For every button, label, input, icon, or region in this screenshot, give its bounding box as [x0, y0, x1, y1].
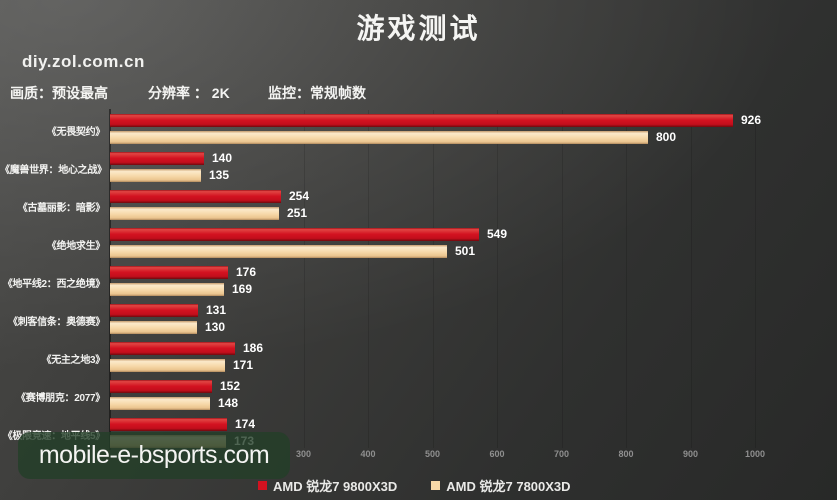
value-label: 254: [289, 189, 310, 203]
category-label: 《绝地求生》: [46, 241, 106, 252]
gridline-500: [432, 110, 434, 448]
x-tick-label: 300: [295, 449, 312, 459]
value-label: 171: [233, 358, 254, 372]
value-label: 800: [656, 130, 677, 144]
bar-9800x3d: [110, 190, 281, 203]
category-label: 《赛博朋克：2077》: [16, 393, 105, 404]
value-label: 251: [287, 206, 308, 220]
x-tick-label: 500: [424, 449, 441, 459]
value-label: 148: [218, 396, 239, 410]
bar-7800x3d: [110, 131, 648, 144]
bar-7800x3d: [110, 245, 447, 258]
bar-7800x3d: [110, 169, 201, 182]
legend-swatch-icon: [258, 481, 267, 490]
gridline-700: [561, 110, 563, 448]
legend-item: AMD 锐龙7 7800X3D: [431, 476, 571, 495]
category-label: 《刺客信条：奥德赛》: [8, 317, 105, 328]
value-label: 130: [205, 320, 226, 334]
bar-9800x3d: [110, 380, 212, 393]
legend-label: AMD 锐龙7 9800X3D: [273, 479, 398, 494]
x-tick-label: 900: [682, 449, 699, 459]
x-tick-label: 600: [489, 449, 505, 459]
gridline-600: [497, 110, 498, 448]
site-label: diy.zol.com.cn: [22, 52, 145, 71]
value-label: 140: [212, 151, 233, 165]
setting-resolution: 分辨率 ： 2K: [148, 85, 230, 101]
bar-9800x3d: [110, 152, 204, 165]
x-tick-label: 800: [618, 449, 634, 459]
bar-7800x3d: [110, 283, 224, 296]
bar-9800x3d: [110, 228, 479, 241]
bar-9800x3d: [110, 342, 235, 355]
y-axis-line: [109, 109, 111, 450]
legend-item: AMD 锐龙7 9800X3D: [258, 476, 397, 495]
chart-legend: AMD 锐龙7 9800X3D AMD 锐龙7 7800X3D: [258, 476, 571, 495]
bar-9800x3d: [110, 418, 227, 431]
watermark-text: mobile-e-bsports.com: [38, 441, 270, 469]
category-label: 《魔兽世界：地心之战》: [0, 165, 107, 176]
bar-7800x3d: [110, 359, 225, 372]
value-label: 549: [487, 227, 508, 241]
value-label: 186: [243, 341, 264, 355]
gridline-800: [626, 110, 627, 448]
gridline-1000: [755, 110, 756, 448]
value-label: 926: [741, 113, 762, 127]
x-tick-label: 700: [553, 449, 570, 459]
bar-7800x3d: [110, 397, 210, 410]
x-tick-label: 400: [360, 449, 376, 459]
bar-7800x3d: [110, 321, 197, 334]
value-label: 152: [220, 379, 241, 393]
setting-quality: 画质：预设最高: [10, 85, 108, 101]
value-label: 176: [236, 265, 257, 279]
bar-9800x3d: [110, 266, 228, 279]
bar-7800x3d: [110, 207, 279, 220]
bar-9800x3d: [110, 304, 198, 317]
category-label: 《地平线2：西之绝境》: [2, 279, 106, 290]
value-label: 501: [455, 244, 476, 258]
test-settings-row: 画质：预设最高 分辨率 ： 2K 监控：常规帧数: [0, 83, 837, 101]
value-label: 174: [235, 417, 256, 431]
chart-title: 游戏测试: [356, 13, 481, 44]
category-label: 《无畏契约》: [46, 127, 106, 138]
bar-9800x3d: [110, 114, 733, 127]
gridline-300: [303, 110, 305, 448]
gridline-900: [690, 110, 692, 448]
legend-swatch-icon: [431, 481, 441, 490]
watermark-badge: mobile-e-bsports.com: [18, 432, 290, 479]
legend-label: AMD 锐龙7 7800X3D: [446, 479, 571, 494]
value-label: 135: [209, 168, 230, 182]
x-tick-label: 1000: [744, 449, 766, 459]
value-label: 131: [206, 303, 227, 317]
category-label: 《古墓丽影：暗影》: [17, 203, 106, 214]
category-label: 《无主之地3》: [41, 355, 106, 366]
value-label: 169: [232, 282, 253, 296]
gridline-400: [368, 110, 369, 448]
setting-monitor: 监控：常规帧数: [268, 85, 366, 101]
